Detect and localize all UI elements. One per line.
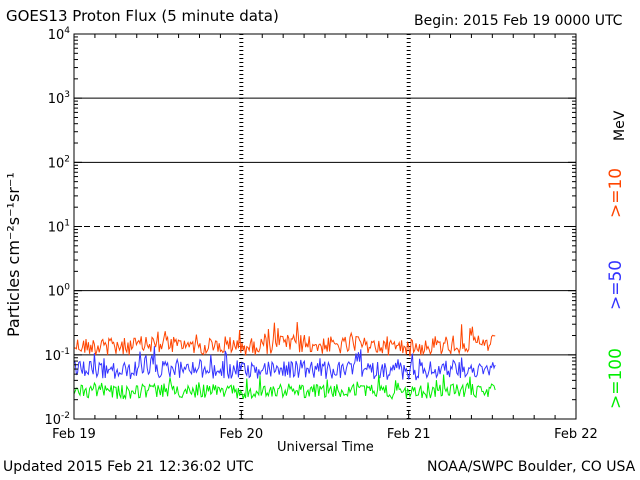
y-axis-label: Particles cm⁻²s⁻¹sr⁻¹ (4, 172, 23, 337)
legend-entry-ge50: >=50 (606, 259, 626, 310)
y-tick-label: 10-2 (44, 411, 70, 428)
updated-timestamp: Updated 2015 Feb 21 12:36:02 UTC (3, 459, 254, 475)
x-axis-label: Universal Time (277, 440, 374, 455)
y-tick-label: 103 (48, 90, 70, 107)
y-tick-label: 10-1 (44, 347, 70, 364)
chart-title: GOES13 Proton Flux (5 minute data) (6, 7, 279, 25)
y-tick-label: 104 (48, 26, 71, 43)
series-line (73, 374, 496, 401)
x-tick-label: Feb 19 (52, 427, 96, 442)
legend-unit: MeV (612, 110, 628, 141)
y-tick-label: 100 (48, 283, 71, 300)
series-line (73, 321, 496, 357)
x-tick-label: Feb 22 (554, 427, 598, 442)
y-tick-label: 101 (48, 219, 70, 236)
x-tick-label: Feb 21 (387, 427, 431, 442)
legend-entry-ge100: >=100 (606, 348, 626, 409)
begin-time: Begin: 2015 Feb 19 0000 UTC (414, 13, 623, 29)
y-tick-label: 102 (48, 154, 70, 171)
legend-entry-ge10: >=10 (606, 167, 626, 218)
series-line (73, 346, 496, 381)
x-tick-label: Feb 20 (219, 427, 263, 442)
source-credit: NOAA/SWPC Boulder, CO USA (427, 459, 636, 475)
